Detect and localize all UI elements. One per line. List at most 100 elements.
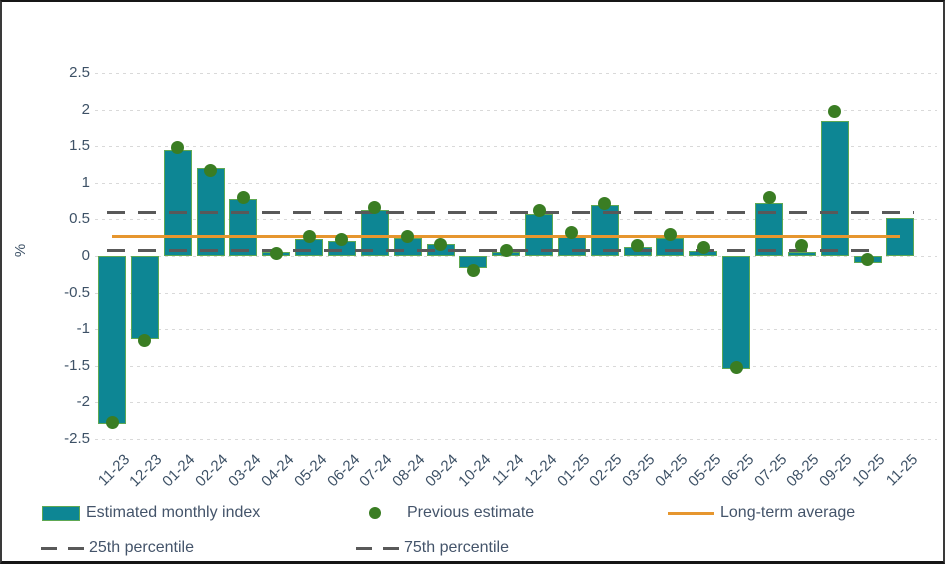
y-axis-tick-label: 1 (81, 173, 90, 191)
previous-estimate-dot (729, 361, 743, 375)
previous-estimate-dot (302, 230, 316, 244)
legend-label: 75th percentile (404, 539, 509, 556)
previous-estimate-dot (598, 196, 612, 210)
bar (820, 120, 849, 256)
x-axis-tick-label: 12-24 (520, 451, 561, 491)
previous-estimate-dot (499, 244, 513, 258)
x-axis-tick-label: 11-25 (883, 451, 922, 490)
previous-estimate-dot (434, 237, 447, 251)
x-axis-tick-label: 10-24 (455, 451, 495, 491)
dot-swatch-icon (369, 507, 381, 519)
x-axis-tick-label: 02-25 (586, 451, 626, 491)
long-term-average-line (112, 234, 900, 238)
x-axis-tick-label: 09-24 (422, 451, 462, 491)
previous-estimate-dot (631, 238, 645, 252)
gridline (95, 219, 937, 221)
gridline (95, 439, 937, 440)
previous-estimate-dot (466, 264, 480, 278)
previous-estimate-dot (696, 240, 710, 254)
x-axis-tick-label: 06-24 (323, 451, 363, 491)
gridline (95, 402, 937, 404)
previous-estimate-dot (269, 246, 283, 260)
bar (722, 256, 751, 370)
x-axis-tick-label: 10-25 (849, 451, 889, 491)
previous-estimate-dot (138, 333, 152, 347)
dash-swatch-icon (41, 546, 85, 550)
x-axis-tick-label: 08-24 (389, 451, 429, 491)
gridline (95, 73, 937, 74)
previous-estimate-dot (171, 141, 185, 155)
x-axis-tick-label: 11-24 (488, 451, 528, 490)
previous-estimate-dot (532, 204, 546, 218)
percentile-line (107, 211, 914, 215)
y-axis-tick-label: -2.5 (64, 430, 90, 447)
previous-estimate-dot (401, 229, 415, 243)
x-axis-tick-label: 04-25 (652, 451, 692, 491)
y-axis-tick-label: 0.5 (69, 210, 90, 228)
legend-estimated-monthly-index: Estimated monthly index (42, 504, 260, 522)
y-axis-tick-label: 1.5 (69, 137, 90, 155)
x-axis-tick-label: 09-25 (816, 451, 856, 491)
x-axis-tick-label: 04-24 (258, 451, 298, 491)
bar (787, 252, 816, 256)
legend-long-term-average: Long-term average (668, 504, 855, 522)
x-axis-tick-label: 12-23 (126, 451, 166, 491)
percentile-line (107, 249, 882, 253)
x-axis-tick-label: 03-24 (225, 451, 265, 491)
gridline (95, 365, 937, 367)
legend-label: Estimated monthly index (86, 504, 261, 521)
gridline (95, 329, 937, 331)
gridline (95, 146, 937, 148)
bar (98, 256, 126, 425)
bar (360, 209, 389, 256)
x-axis-tick-label: 07-24 (356, 451, 396, 491)
previous-estimate-dot (236, 190, 250, 204)
previous-estimate-dot (663, 227, 677, 241)
y-axis-tick-label: 2 (81, 100, 90, 118)
y-axis-tick-label: -1 (76, 320, 90, 338)
y-axis-tick-label: 2.5 (69, 64, 90, 81)
x-axis-tick-label: 08-25 (783, 451, 823, 491)
previous-estimate-dot (368, 201, 382, 215)
previous-estimate-dot (861, 253, 875, 267)
y-axis-tick-label: -1.5 (64, 356, 90, 374)
bar (229, 198, 258, 256)
previous-estimate-dot (762, 190, 776, 204)
y-axis-tick-label: -0.5 (64, 283, 90, 301)
gridline (95, 256, 937, 257)
x-axis-tick-label: 05-24 (290, 451, 331, 491)
x-axis-tick-label: 03-25 (619, 451, 659, 491)
legend-label: Long-term average (720, 504, 856, 521)
line-swatch-icon (668, 511, 714, 515)
legend-previous-estimate: Previous estimate (369, 504, 534, 522)
legend-label: 25th percentile (89, 539, 194, 556)
bar (130, 256, 159, 339)
x-axis-tick-label: 07-25 (750, 451, 791, 491)
y-axis-title: % (12, 243, 30, 258)
previous-estimate-dot (795, 239, 809, 253)
legend-25th-percentile: 25th percentile (41, 539, 194, 557)
x-axis-tick-label: 01-24 (159, 451, 199, 491)
y-axis-tick-label: 0 (81, 247, 90, 264)
legend-label: Previous estimate (407, 504, 535, 521)
x-axis-tick-label: 06-25 (718, 451, 758, 491)
legend-75th-percentile: 75th percentile (356, 539, 509, 557)
previous-estimate-dot (565, 226, 579, 240)
bar (163, 149, 192, 256)
y-axis-tick-label: -2 (76, 393, 90, 411)
gridline (95, 109, 937, 111)
x-axis-tick-label: 02-24 (192, 451, 232, 491)
gridline (95, 182, 937, 184)
previous-estimate-dot (105, 415, 119, 429)
x-axis-tick-label: 11-23 (94, 451, 134, 490)
previous-estimate-dot (335, 232, 349, 246)
gridline (95, 292, 937, 294)
dash-swatch-icon (356, 546, 400, 550)
bar-swatch-icon (42, 505, 80, 521)
x-axis-tick-label: 05-25 (685, 451, 725, 491)
previous-estimate-dot (204, 163, 218, 177)
x-axis-tick-label: 01-25 (553, 451, 593, 491)
previous-estimate-dot (828, 105, 842, 119)
